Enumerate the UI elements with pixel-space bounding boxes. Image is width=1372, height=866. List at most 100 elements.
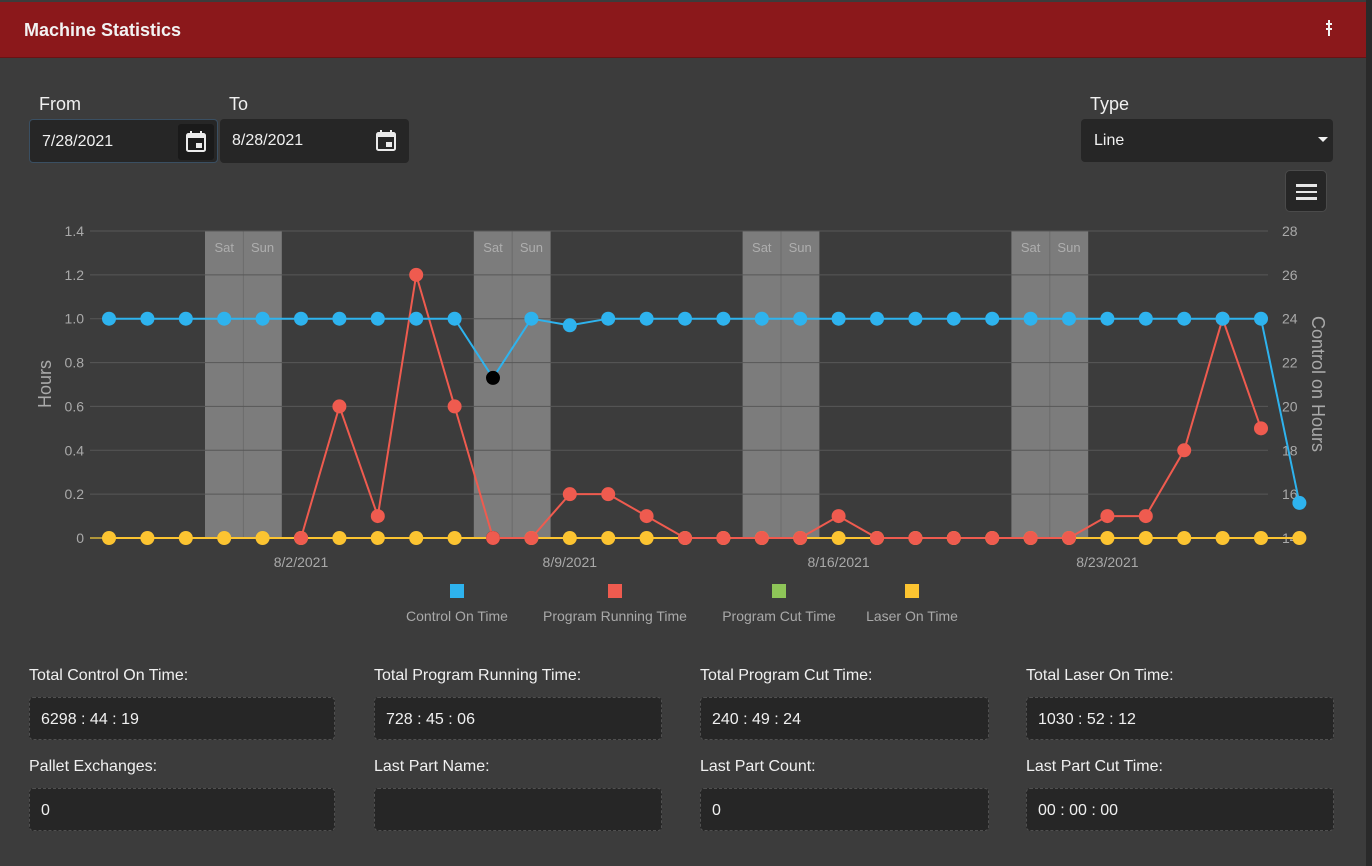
data-point-control-on-time — [562, 318, 577, 333]
data-point-program-running-time — [754, 531, 769, 545]
data-point-laser-on-time — [678, 531, 692, 545]
data-point-control-on-time — [178, 311, 193, 326]
weekend-band — [473, 231, 551, 538]
hamburger-menu-icon — [1296, 184, 1317, 187]
total-program-running-label: Total Program Running Time: — [374, 667, 582, 684]
calendar-icon[interactable] — [368, 123, 404, 159]
weekend-band — [742, 231, 820, 538]
data-point-laser-on-time — [562, 531, 577, 545]
data-point-control-on-time — [1292, 495, 1307, 510]
pallet-exchanges-value: 0 — [41, 802, 50, 819]
to-label: To — [229, 94, 249, 114]
data-point-control-on-time — [294, 311, 308, 326]
legend-swatch — [450, 584, 464, 598]
y-right-tick: 16 — [1282, 486, 1298, 502]
from-date-value: 7/28/2021 — [42, 133, 114, 150]
legend-label: Program Cut Time — [722, 608, 836, 624]
total-laser-value: 1030 : 52 : 12 — [1038, 711, 1136, 728]
data-point-control-on-time — [332, 311, 347, 326]
data-point-laser-on-time — [1138, 531, 1153, 545]
data-point-program-running-time — [1177, 443, 1192, 458]
sun-label: Sun — [1057, 240, 1080, 255]
series-line-program-running-time — [300, 274, 1262, 539]
y-left-tick: 0.8 — [65, 355, 85, 371]
data-point-control-on-time — [985, 311, 1000, 326]
y-right-axis-label: Control on Hours — [1308, 316, 1328, 452]
data-point-laser-on-time — [140, 531, 155, 545]
data-point-program-running-time — [831, 509, 846, 524]
data-point-laser-on-time — [639, 531, 654, 545]
total-program-running-field: 728 : 45 : 06 — [374, 697, 662, 740]
sat-label: Sat — [1021, 240, 1041, 255]
data-point-laser-on-time — [178, 531, 193, 545]
data-point-control-on-time — [1100, 311, 1115, 326]
panel-title: Machine Statistics — [24, 20, 182, 40]
data-point-control-on-time — [678, 311, 692, 326]
y-left-tick: 0.4 — [65, 442, 85, 458]
data-point-program-running-time — [409, 267, 424, 282]
calendar-icon[interactable] — [178, 124, 214, 160]
data-point-control-on-time — [946, 311, 961, 326]
data-point-laser-on-time — [370, 531, 385, 545]
data-point-program-running-time — [639, 509, 654, 524]
pin-icon[interactable] — [1320, 18, 1338, 40]
data-point-control-on-time — [1254, 311, 1268, 326]
sun-label: Sun — [251, 240, 274, 255]
data-point-control-on-time — [908, 311, 923, 326]
y-left-tick: 1.0 — [65, 311, 85, 327]
sun-label: Sun — [520, 240, 543, 255]
to-date-input[interactable]: 8/28/2021 — [220, 119, 409, 163]
data-point-control-on-time — [486, 370, 500, 385]
data-point-laser-on-time — [870, 531, 884, 545]
y-left-tick: 0.2 — [65, 486, 85, 502]
data-point-control-on-time — [409, 311, 424, 326]
data-point-laser-on-time — [754, 531, 769, 545]
data-point-laser-on-time — [102, 531, 116, 545]
data-point-control-on-time — [1215, 311, 1230, 326]
data-point-control-on-time — [1023, 311, 1038, 326]
legend-label: Laser On Time — [866, 608, 958, 624]
data-point-laser-on-time — [217, 531, 232, 545]
data-point-program-running-time — [946, 531, 961, 545]
data-point-laser-on-time — [908, 531, 923, 545]
data-point-laser-on-time — [255, 531, 270, 545]
data-point-program-running-time — [294, 531, 308, 545]
data-point-program-running-time — [1254, 421, 1268, 436]
total-control-value: 6298 : 44 : 19 — [41, 711, 139, 728]
legend-swatch — [772, 584, 786, 598]
data-point-laser-on-time — [601, 531, 616, 545]
last-part-count-label: Last Part Count: — [700, 758, 816, 775]
data-point-control-on-time — [870, 311, 884, 326]
data-point-program-running-time — [908, 531, 923, 545]
y-right-tick: 22 — [1282, 355, 1298, 371]
data-point-program-running-time — [601, 487, 616, 502]
last-part-name-field — [374, 788, 662, 831]
data-point-program-running-time — [1138, 509, 1153, 524]
total-laser-field: 1030 : 52 : 12 — [1026, 697, 1334, 740]
data-point-control-on-time — [524, 311, 539, 326]
data-point-program-running-time — [332, 399, 347, 414]
data-point-program-running-time — [870, 531, 884, 545]
data-point-laser-on-time — [294, 531, 308, 545]
type-label: Type — [1090, 94, 1130, 114]
data-point-program-running-time — [1215, 311, 1230, 326]
sat-label: Sat — [214, 240, 234, 255]
data-point-laser-on-time — [1292, 531, 1307, 545]
data-point-laser-on-time — [1062, 531, 1076, 545]
type-select[interactable]: Line — [1081, 119, 1333, 162]
last-part-cut-time-field: 00 : 00 : 00 — [1026, 788, 1334, 831]
data-point-control-on-time — [255, 311, 270, 326]
data-point-laser-on-time — [985, 531, 1000, 545]
data-point-laser-on-time — [486, 531, 500, 545]
y-left-axis-label: Hours — [35, 360, 55, 408]
from-date-input[interactable]: 7/28/2021 — [29, 119, 218, 163]
sat-label: Sat — [483, 240, 503, 255]
legend-label: Control On Time — [406, 608, 508, 624]
data-point-program-running-time — [1100, 509, 1115, 524]
series-line-control-on-time — [109, 317, 1301, 504]
last-part-count-value: 0 — [712, 802, 721, 819]
legend-swatch — [608, 584, 622, 598]
chart-menu-button[interactable] — [1285, 170, 1327, 212]
last-part-cut-time-value: 00 : 00 : 00 — [1038, 802, 1119, 819]
data-point-laser-on-time — [332, 531, 347, 545]
